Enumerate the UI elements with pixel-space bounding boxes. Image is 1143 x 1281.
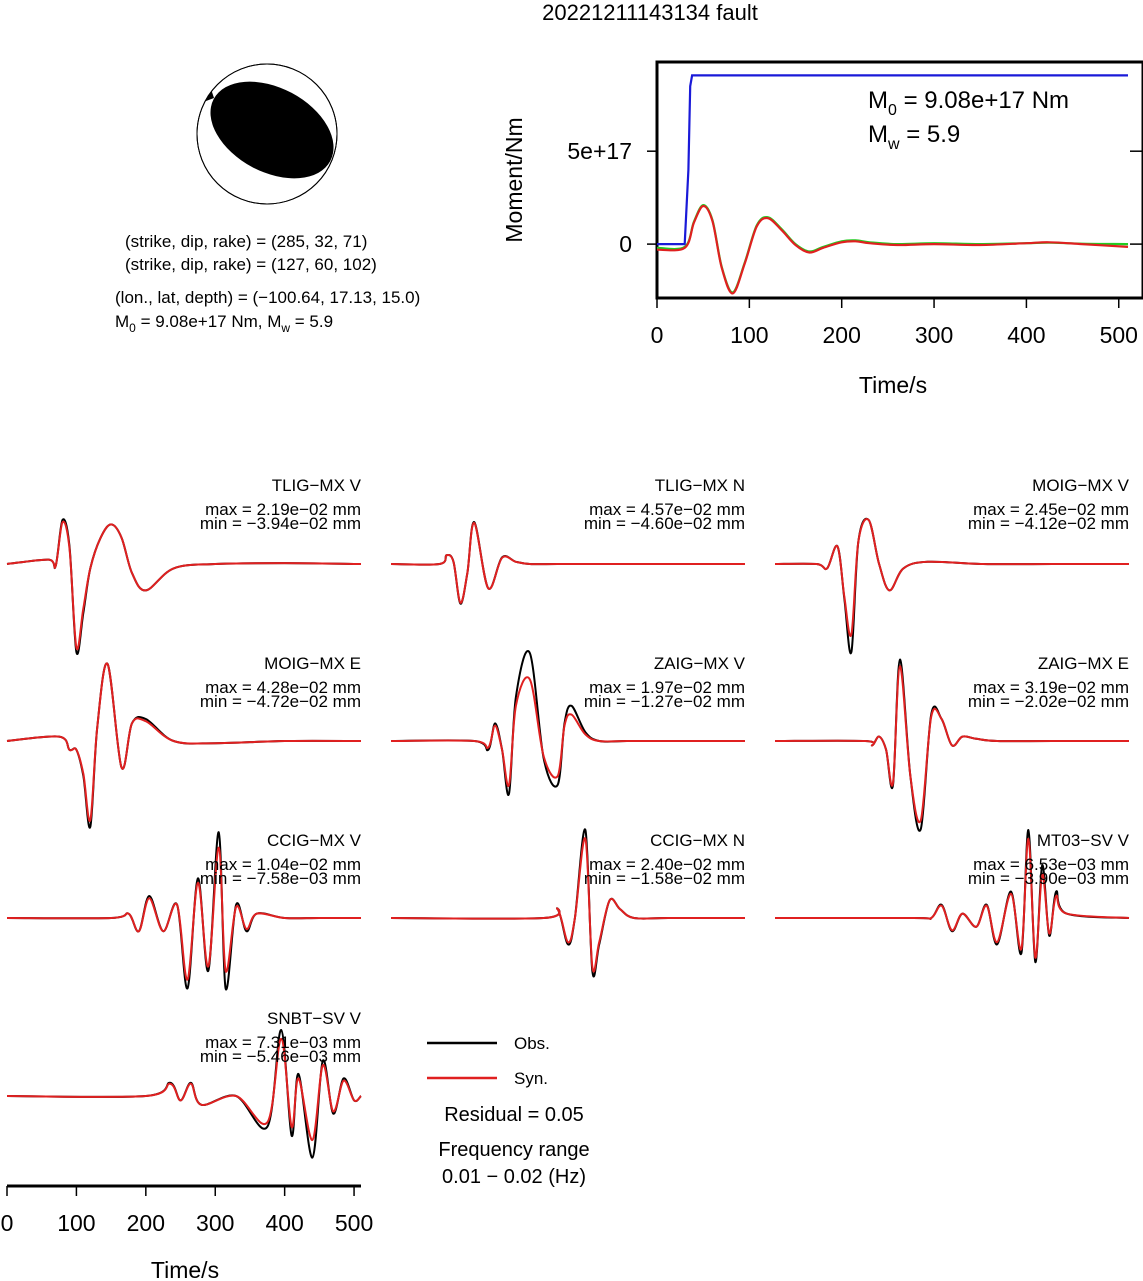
moment-rate-plot: 0 100 200 300 400 500 0 5e+17 Time/s Moment/Nm… <box>501 60 1143 398</box>
waveform-obs-trace <box>390 828 745 978</box>
moment-series-cumulative <box>657 74 1128 246</box>
waveform-min-label: min = −4.12e−02 mm <box>968 514 1129 533</box>
moment-y-tick-label: 5e+17 <box>567 138 632 164</box>
waveform-obs-trace <box>774 517 1129 655</box>
moment-annotation-mw: Mw = 5.9 <box>868 121 960 153</box>
waveform-station-label: MOIG−MX V <box>1032 476 1129 495</box>
waveform-station-label: CCIG−MX N <box>650 831 745 850</box>
moment-annotation-m0: M0 = 9.08e+17 Nm <box>868 87 1069 119</box>
moment-x-tick-label: 200 <box>823 322 861 348</box>
waveform-max-label: max = 7.31e−03 mm <box>205 1033 361 1052</box>
waveform-max-label: max = 1.97e−02 mm <box>589 678 745 697</box>
waveform-min-label: min = −4.60e−02 mm <box>584 514 745 533</box>
waveform-legend: Obs. Syn. Residual = 0.05 Frequency rang… <box>427 1034 590 1188</box>
moment-x-tick-label: 400 <box>1007 322 1045 348</box>
waveform-syn-trace <box>390 522 745 604</box>
waveform-max-label: max = 4.28e−02 mm <box>205 678 361 697</box>
moment-plot-frame <box>655 60 1143 300</box>
waveform-max-label: max = 2.19e−02 mm <box>205 500 361 519</box>
waveform-syn-trace <box>6 662 362 822</box>
waveform-time-axis: 0 100 200 300 400 500 <box>1 1184 373 1236</box>
waveform-station-label: CCIG−MX V <box>267 831 362 850</box>
waveform-min-label: min = −7.58e−03 mm <box>200 869 361 888</box>
waveform-min-label: min = −3.94e−02 mm <box>200 514 361 533</box>
moment-x-tick-label: 500 <box>1100 322 1138 348</box>
waveform-x-tick-label: 400 <box>265 1210 303 1236</box>
beachball <box>196 63 338 205</box>
moment-magnitude-label: M0 = 9.08e+17 Nm, Mw = 5.9 <box>115 312 333 335</box>
waveform-min-label: min = −3.90e−03 mm <box>968 869 1129 888</box>
waveform-min-label: min = −1.58e−02 mm <box>584 869 745 888</box>
moment-y-tick-label: 0 <box>619 231 632 257</box>
waveform-station-label: ZAIG−MX E <box>1038 654 1129 673</box>
beachball-compression-quadrant <box>210 81 334 179</box>
waveform-syn-trace <box>775 837 1130 959</box>
waveform-station-label: MT03−SV V <box>1037 831 1130 850</box>
waveform-max-label: max = 6.53e−03 mm <box>973 855 1129 874</box>
waveform-station-label: TLIG−MX N <box>655 476 745 495</box>
waveform-station-label: ZAIG−MX V <box>654 654 746 673</box>
waveform-min-label: min = −5.46e−03 mm <box>200 1047 361 1066</box>
moment-series-rate-syn <box>656 204 1129 295</box>
moment-x-tick-label: 100 <box>730 322 768 348</box>
location-label: (lon., lat, depth) = (−100.64, 17.13, 15… <box>115 288 420 307</box>
nodal-plane-1-label: (strike, dip, rake) = (285, 32, 71) <box>125 232 367 251</box>
frequency-range-title: Frequency range <box>438 1139 589 1161</box>
waveform-max-label: max = 2.40e−02 mm <box>589 855 745 874</box>
moment-series-group <box>656 74 1129 295</box>
moment-y-axis: 0 5e+17 <box>567 138 1143 257</box>
waveform-x-tick-label: 300 <box>196 1210 234 1236</box>
waveform-x-axis-label: Time/s <box>151 1257 219 1281</box>
waveform-x-tick-label: 500 <box>335 1210 373 1236</box>
waveform-x-tick-label: 0 <box>1 1210 14 1236</box>
waveform-station-label: MOIG−MX E <box>264 654 361 673</box>
waveform-station-label: TLIG−MX V <box>272 476 362 495</box>
moment-x-axis-label: Time/s <box>859 372 927 398</box>
waveform-max-label: max = 1.04e−02 mm <box>205 855 361 874</box>
moment-y-axis-label: Moment/Nm <box>501 117 527 242</box>
legend-obs-label: Obs. <box>514 1034 550 1053</box>
waveform-syn-trace <box>774 518 1129 638</box>
moment-x-tick-label: 0 <box>651 322 664 348</box>
waveform-syn-trace <box>774 665 1129 824</box>
moment-x-tick-label: 300 <box>915 322 953 348</box>
waveform-max-label: max = 3.19e−02 mm <box>973 678 1129 697</box>
legend-syn-label: Syn. <box>514 1069 548 1088</box>
waveform-min-label: min = −2.02e−02 mm <box>968 692 1129 711</box>
frequency-range-value: 0.01 − 0.02 (Hz) <box>442 1166 586 1188</box>
waveform-min-label: min = −4.72e−02 mm <box>200 692 361 711</box>
waveform-max-label: max = 2.45e−02 mm <box>973 500 1129 519</box>
moment-x-axis: 0 100 200 300 400 500 <box>651 298 1138 348</box>
waveform-syn-trace <box>6 520 362 651</box>
residual-label: Residual = 0.05 <box>444 1104 584 1126</box>
waveform-station-label: SNBT−SV V <box>267 1009 362 1028</box>
waveform-syn-trace <box>6 846 361 981</box>
waveform-x-tick-label: 200 <box>127 1210 165 1236</box>
moment-series-rate-obs <box>656 204 1129 294</box>
nodal-plane-2-label: (strike, dip, rake) = (127, 60, 102) <box>125 255 377 274</box>
waveform-x-tick-label: 100 <box>57 1210 95 1236</box>
waveform-min-label: min = −1.27e−02 mm <box>584 692 745 711</box>
waveform-syn-trace <box>390 676 745 787</box>
waveform-syn-trace <box>390 837 745 973</box>
waveform-syn-trace <box>6 1037 362 1142</box>
waveform-max-label: max = 4.57e−02 mm <box>589 500 745 519</box>
figure-title: 20221211143134 fault <box>542 0 758 25</box>
